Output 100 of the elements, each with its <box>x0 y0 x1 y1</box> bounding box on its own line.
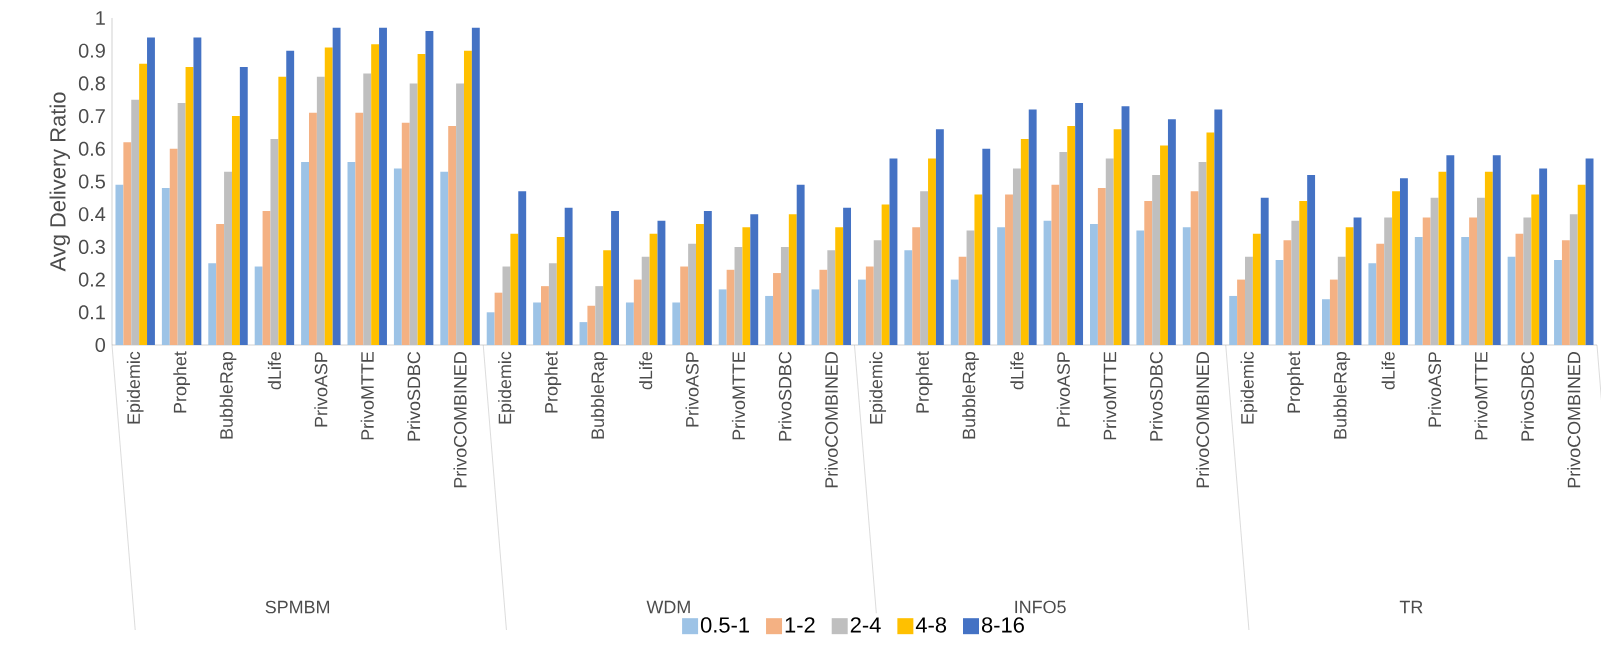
bar <box>1492 155 1501 345</box>
bar <box>1307 174 1316 345</box>
bar <box>486 312 495 345</box>
bar <box>177 103 186 345</box>
bar <box>997 227 1006 345</box>
bar <box>308 112 317 345</box>
x-tick-label: dLife <box>1010 351 1024 390</box>
text: TR <box>1399 600 1423 614</box>
bar <box>393 168 402 345</box>
x-tick-label: PrivoCOMBINED <box>1195 352 1210 488</box>
x-tick-label: PrivoSDBC <box>407 351 421 441</box>
bar <box>982 148 991 345</box>
bar <box>1539 168 1548 345</box>
x-tick-label: PrivoSDBC <box>1149 351 1163 441</box>
bar <box>533 302 542 345</box>
bar <box>1028 109 1037 345</box>
bar <box>471 27 480 345</box>
bar <box>1392 191 1400 345</box>
bar <box>224 171 232 345</box>
x-tick-label: Prophet <box>915 351 933 413</box>
bar <box>603 250 612 345</box>
bar <box>440 171 449 345</box>
bar <box>928 158 936 345</box>
bar <box>208 263 217 345</box>
legend-label: 8-16 <box>981 617 1024 633</box>
bar <box>819 269 828 345</box>
bar <box>1461 237 1470 345</box>
bar <box>254 266 263 345</box>
bar <box>611 210 619 345</box>
bar <box>1067 125 1076 345</box>
bar <box>703 210 712 345</box>
bar <box>1252 233 1261 345</box>
x-tick-label: PrivoMTTE <box>1474 351 1488 440</box>
y-tick-label: 1 <box>96 11 105 25</box>
bar <box>1136 230 1145 345</box>
text: WDM <box>646 600 690 614</box>
x-tick-label: PrivoASP <box>314 352 328 427</box>
bar <box>216 224 225 345</box>
bar <box>161 188 170 345</box>
legend-label: 1-2 <box>785 617 815 633</box>
bar <box>1477 197 1485 345</box>
bar <box>1090 224 1098 345</box>
bar <box>1075 103 1084 345</box>
y-tick-label: 0.7 <box>78 109 105 124</box>
bar <box>448 125 457 345</box>
bar <box>1182 227 1191 345</box>
bar <box>1368 263 1377 345</box>
bar <box>564 207 573 345</box>
y-tick-label: 0.3 <box>78 239 105 254</box>
bar <box>1337 256 1346 345</box>
bar <box>1244 256 1253 345</box>
bar <box>324 47 333 345</box>
bar <box>935 129 944 345</box>
bar <box>1260 197 1269 345</box>
y-tick-label: 0 <box>95 337 106 353</box>
bar <box>950 279 959 345</box>
x-tick-label: PrivoSDBC <box>778 351 792 441</box>
x-tick-label: BubbleRap <box>962 351 979 439</box>
bar <box>1507 256 1516 345</box>
bar <box>239 67 248 345</box>
x-tick-label: BubbleRap <box>1333 351 1351 439</box>
bar <box>193 37 202 345</box>
bar <box>672 302 681 345</box>
x-tick-label: Prophet <box>1286 351 1304 413</box>
bar <box>548 263 557 345</box>
bar <box>773 273 781 345</box>
bar <box>286 50 295 345</box>
bar <box>355 112 364 345</box>
x-tick-label: PrivoASP <box>685 352 699 427</box>
bar <box>1275 259 1284 345</box>
bar <box>1190 191 1199 345</box>
bar <box>595 286 604 345</box>
bar <box>1113 129 1122 345</box>
bar <box>1051 184 1060 345</box>
bar <box>1414 237 1423 345</box>
x-tick-label: PrivoASP <box>1056 352 1070 427</box>
x-tick-label: Epidemic <box>1240 351 1258 424</box>
x-tick-label: BubbleRap <box>219 351 237 439</box>
bar <box>680 266 689 345</box>
bar <box>1446 155 1455 345</box>
bar <box>363 73 372 345</box>
y-tick-label: 0.1 <box>78 305 105 320</box>
bar <box>270 138 279 345</box>
bar <box>1329 279 1338 345</box>
bar <box>115 184 124 345</box>
bar <box>1523 217 1532 345</box>
x-tick-label: Epidemic <box>126 351 144 424</box>
bar <box>1167 119 1176 345</box>
bar <box>332 27 341 345</box>
bar <box>843 207 852 345</box>
bar <box>1237 279 1245 345</box>
y-tick-label: 0.9 <box>78 43 105 58</box>
bar <box>920 191 929 345</box>
x-tick-label: Epidemic <box>869 351 887 424</box>
y-tick-label: 0.6 <box>78 141 105 156</box>
x-tick-label: Prophet <box>173 351 190 413</box>
bar <box>409 83 418 345</box>
bar <box>1059 152 1068 345</box>
bar <box>633 279 642 345</box>
x-tick-label: PrivoMTTE <box>360 351 374 440</box>
